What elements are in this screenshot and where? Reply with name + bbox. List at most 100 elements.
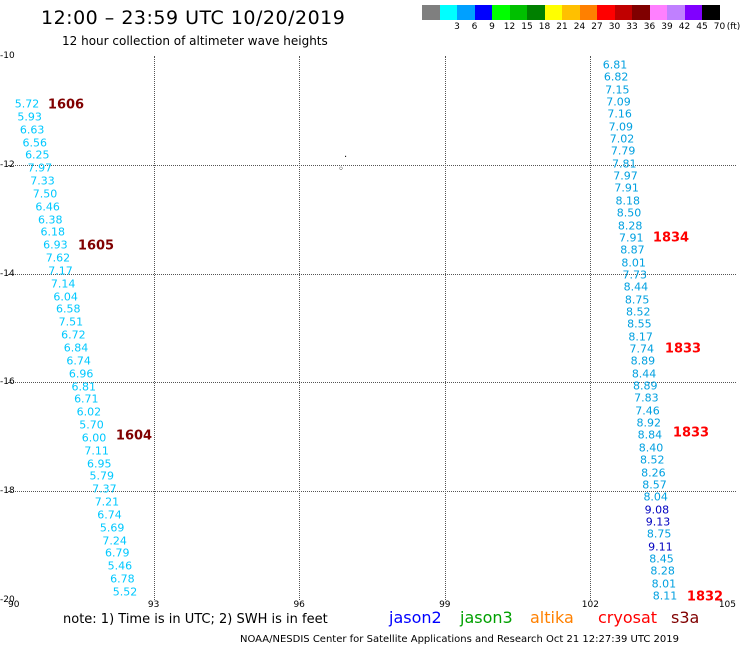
wave-height-value: 8.44 — [631, 367, 657, 381]
legend-tick-label: 45 — [696, 22, 708, 32]
legend-swatch — [562, 5, 580, 20]
longitude-label: 93 — [147, 600, 160, 610]
longitude-gridline — [444, 56, 446, 600]
pass-time-label: 1834 — [652, 230, 690, 246]
wave-height-value: 8.57 — [642, 478, 667, 492]
wave-height-value: 7.97 — [613, 169, 638, 183]
wave-height-value: 8.87 — [620, 243, 645, 257]
wave-height-value: 5.69 — [99, 521, 125, 535]
wave-height-value: 5.79 — [89, 469, 115, 483]
legend-tick-label: 18 — [538, 22, 551, 32]
latitude-gridline — [8, 382, 736, 384]
legend-tick-label: 15 — [521, 22, 533, 32]
latitude-gridline — [8, 491, 736, 493]
wave-height-value: 7.02 — [609, 132, 635, 146]
pass-time-label: 1833 — [664, 341, 702, 357]
wave-height-value: 6.00 — [81, 431, 107, 445]
legend-swatch — [527, 5, 545, 20]
longitude-gridline — [299, 56, 301, 600]
color-legend: 3 6 9 12 15 18 21 24 27 30 33 36 39 42 45 70 (ft) — [0, 0, 740, 40]
latitude-label: -16 — [0, 377, 15, 388]
longitude-label: 105 — [718, 600, 736, 610]
legend-tick-label: 30 — [608, 22, 621, 32]
legend-tick-label: 42 — [678, 22, 691, 32]
legend-unit: (ft) — [726, 22, 740, 32]
legend-tick-label: 3 — [454, 22, 460, 32]
wave-height-value: 8.75 — [646, 527, 672, 541]
legend-swatch — [492, 5, 510, 20]
wave-height-value: 6.74 — [97, 508, 122, 522]
wave-height-value: 8.84 — [637, 428, 663, 442]
wave-height-value: 7.09 — [606, 95, 631, 109]
wave-height-value: 7.37 — [92, 482, 117, 496]
wave-height-value: 7.91 — [614, 181, 639, 195]
map-title: 12:00 – 23:59 UTC 10/20/2019 — [41, 7, 346, 29]
wave-height-value: 7.21 — [94, 495, 120, 509]
legend-tick-label: 24 — [573, 22, 586, 32]
longitude-label: 96 — [293, 600, 305, 610]
wave-height-value: 6.93 — [43, 238, 68, 252]
legend-tick-label: 27 — [591, 22, 603, 32]
longitude-gridline — [590, 56, 592, 600]
wave-height-value: 6.79 — [105, 546, 130, 560]
wave-height-value: 8.44 — [623, 280, 649, 294]
wave-height-value: 7.09 — [608, 120, 634, 134]
wave-height-value: 8.52 — [639, 453, 665, 467]
wave-height-value: 7.81 — [612, 157, 637, 171]
wave-height-value: 8.40 — [638, 441, 664, 455]
wave-height-value: 8.92 — [636, 416, 661, 430]
pass-time-label: 1832 — [686, 589, 724, 605]
wave-height-value: 6.56 — [22, 136, 47, 150]
wave-height-value: 7.50 — [32, 187, 58, 201]
legend-swatch — [597, 5, 615, 20]
latitude-label: -18 — [0, 486, 15, 497]
wave-height-value: 9.11 — [648, 540, 673, 554]
wave-height-value: 6.58 — [56, 302, 81, 316]
wave-height-value: 8.89 — [632, 379, 658, 393]
wave-height-value: 8.50 — [616, 206, 642, 220]
wave-height-value: 6.63 — [19, 123, 45, 137]
wave-height-value: 6.18 — [40, 225, 66, 239]
wave-height-value: 7.11 — [84, 444, 109, 458]
wave-height-value: 8.75 — [624, 293, 650, 307]
wave-height-value: 6.81 — [602, 58, 628, 72]
wave-height-value: 8.04 — [643, 490, 668, 504]
wave-height-value: 8.55 — [627, 317, 652, 331]
latitude-gridline — [8, 273, 736, 275]
legend-swatch — [649, 5, 667, 20]
wave-height-value: 7.97 — [27, 161, 53, 175]
legend-swatches — [422, 5, 720, 20]
legend-tick-label: 21 — [556, 22, 568, 32]
wave-height-value: 7.33 — [30, 174, 55, 188]
wave-height-value: 6.78 — [110, 572, 135, 586]
pass-time-label: 1605 — [77, 238, 115, 254]
wave-height-value: 8.17 — [628, 330, 653, 344]
wave-height-value: 5.70 — [79, 418, 104, 432]
satellite-name-s3a: s3a — [671, 608, 700, 627]
wave-height-value: 7.17 — [48, 264, 73, 278]
legend-swatch — [457, 5, 475, 20]
wave-height-value: 7.51 — [58, 315, 84, 329]
wave-height-value: 6.04 — [53, 290, 78, 304]
latitude-label: -12 — [0, 159, 15, 170]
island-mark: ◦ — [338, 164, 344, 175]
wave-height-value: 8.26 — [641, 466, 666, 479]
wave-height-value: 6.46 — [35, 200, 60, 214]
satellite-name-altika: altika — [530, 608, 574, 627]
legend-tick-label: 36 — [643, 22, 656, 32]
wave-height-value: 7.24 — [102, 534, 127, 548]
legend-tick-label: 12 — [503, 22, 516, 32]
legend-swatch — [614, 5, 632, 20]
wave-height-value: 7.16 — [607, 107, 632, 121]
wave-height-value: 6.72 — [61, 328, 86, 342]
wave-height-value: 6.02 — [76, 405, 102, 419]
legend-swatch — [509, 5, 527, 20]
island-mark: · — [344, 152, 348, 163]
wave-height-value: 5.52 — [112, 585, 138, 599]
legend-tick-label: 70 — [713, 22, 726, 32]
wave-height-value: 6.74 — [66, 354, 91, 368]
longitude-label: 99 — [439, 600, 451, 610]
wave-height-value: 6.25 — [25, 148, 50, 162]
latitude-label: -14 — [0, 268, 15, 279]
map-plot-area: -10 -12 -14 -16 -18 -20 · ◦ 5.72 5.93 6.63 6.56 6.25… — [0, 51, 736, 605]
